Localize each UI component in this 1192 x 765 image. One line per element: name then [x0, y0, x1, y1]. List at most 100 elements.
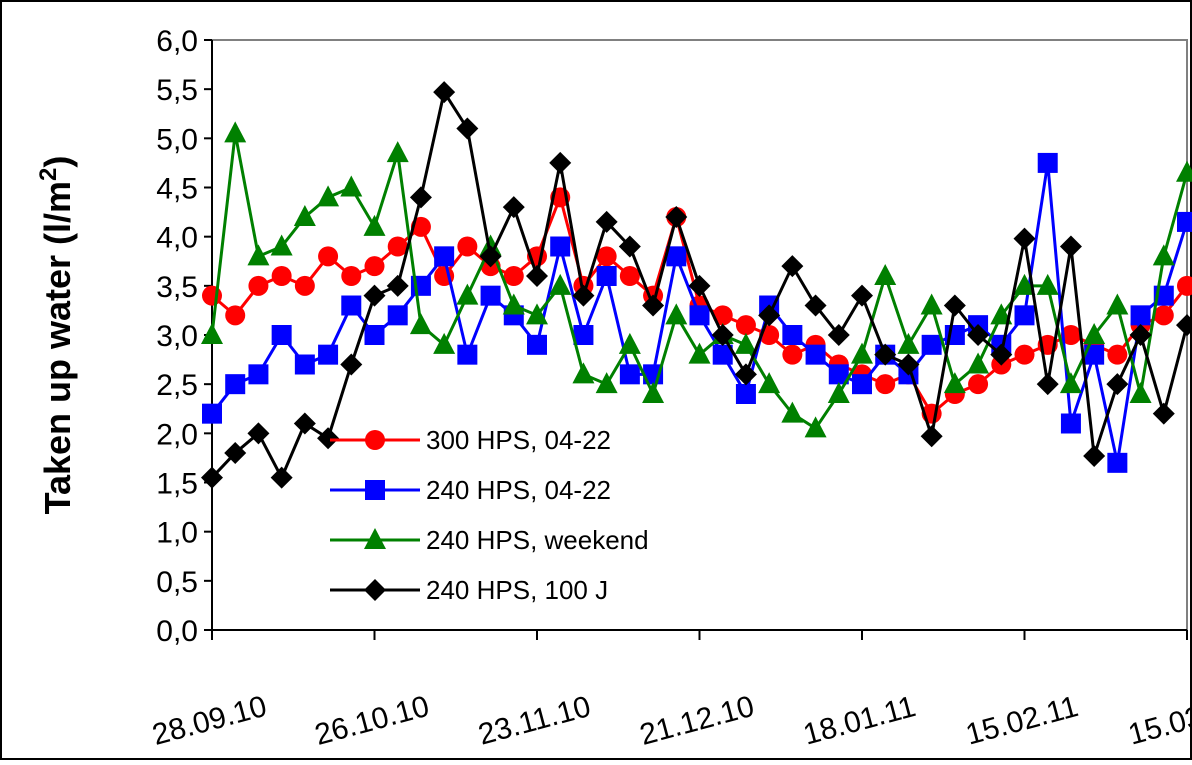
- data-point: [457, 344, 478, 365]
- data-point: [1107, 452, 1128, 473]
- data-point: [1106, 373, 1129, 396]
- data-point: [1060, 413, 1081, 434]
- data-point: [1059, 235, 1082, 258]
- data-point: [387, 305, 408, 326]
- data-point: [1059, 372, 1082, 394]
- data-point: [1083, 444, 1106, 467]
- data-point: [549, 273, 572, 295]
- data-point: [595, 210, 618, 233]
- data-point: [781, 255, 804, 278]
- data-point: [735, 315, 756, 336]
- data-point: [224, 442, 247, 464]
- y-tick-label: 4,5: [156, 173, 198, 206]
- data-point: [1152, 244, 1175, 266]
- data-point: [921, 334, 942, 355]
- data-point: [201, 466, 223, 489]
- data-point: [712, 344, 733, 365]
- data-point: [341, 266, 362, 286]
- data-point: [1130, 305, 1151, 326]
- data-point: [619, 266, 640, 286]
- data-point: [874, 343, 897, 366]
- data-point: [225, 374, 246, 395]
- data-point: [293, 412, 316, 435]
- data-point: [479, 234, 502, 256]
- data-point: [363, 214, 386, 236]
- y-tick-label: 1,5: [156, 468, 198, 501]
- data-point: [1014, 344, 1035, 365]
- legend-label: 240 HPS, 100 J: [426, 575, 608, 605]
- data-point: [202, 285, 222, 306]
- data-point: [920, 425, 943, 448]
- data-point: [202, 403, 222, 424]
- data-point: [527, 334, 547, 355]
- data-point: [735, 384, 756, 404]
- y-axis-title-end: ): [37, 156, 78, 168]
- data-point: [943, 294, 966, 317]
- data-point: [340, 175, 363, 197]
- data-point: [852, 374, 872, 395]
- data-point: [782, 325, 803, 345]
- data-point: [572, 284, 595, 307]
- data-point: [386, 274, 409, 297]
- y-tick-label: 3,5: [156, 271, 198, 304]
- data-point: [1153, 305, 1174, 326]
- data-point: [897, 353, 920, 376]
- data-point: [875, 374, 896, 395]
- data-point: [990, 343, 1013, 366]
- data-point: [666, 246, 687, 267]
- data-point: [642, 294, 665, 317]
- data-point: [271, 266, 292, 286]
- data-point: [456, 283, 479, 305]
- data-point: [1106, 293, 1129, 315]
- data-point: [804, 294, 827, 317]
- data-point: [503, 266, 524, 286]
- data-point: [248, 364, 269, 385]
- data-point: [433, 332, 456, 354]
- data-point: [851, 342, 873, 364]
- data-point: [502, 293, 525, 315]
- data-point: [502, 196, 525, 219]
- data-point: [734, 363, 757, 386]
- data-point: [688, 342, 711, 364]
- data-point: [364, 256, 385, 277]
- data-point: [595, 372, 618, 394]
- data-point: [1176, 160, 1192, 182]
- legend-marker: [365, 430, 385, 450]
- data-point: [1036, 273, 1059, 295]
- data-point: [1060, 325, 1081, 345]
- data-point: [549, 151, 572, 174]
- data-point: [874, 264, 897, 285]
- data-point: [270, 466, 293, 489]
- data-point: [550, 236, 571, 257]
- data-point: [341, 295, 362, 316]
- data-point: [1013, 227, 1036, 250]
- data-point: [1129, 382, 1152, 403]
- y-tick-label: 4,0: [156, 222, 198, 255]
- data-point: [479, 245, 502, 268]
- legend-marker: [364, 579, 386, 601]
- data-point: [271, 325, 292, 345]
- data-point: [967, 324, 990, 346]
- data-point: [712, 305, 733, 326]
- data-point: [526, 265, 548, 287]
- data-point: [734, 332, 757, 354]
- data-point: [433, 81, 456, 104]
- data-point: [782, 344, 803, 365]
- legend-marker: [365, 480, 385, 500]
- legend-label: 240 HPS, 04-22: [426, 475, 611, 505]
- y-tick-label: 2,0: [156, 418, 198, 451]
- data-point: [642, 382, 665, 403]
- data-point: [758, 304, 781, 327]
- data-point: [573, 325, 594, 345]
- data-point: [247, 422, 270, 445]
- data-point: [1176, 314, 1192, 337]
- data-point: [1177, 275, 1192, 296]
- data-point: [1177, 211, 1192, 232]
- data-point: [294, 275, 315, 296]
- legend-label: 300 HPS, 04-22: [426, 425, 611, 455]
- data-point: [526, 303, 548, 325]
- data-point: [317, 185, 340, 207]
- data-point: [572, 362, 595, 384]
